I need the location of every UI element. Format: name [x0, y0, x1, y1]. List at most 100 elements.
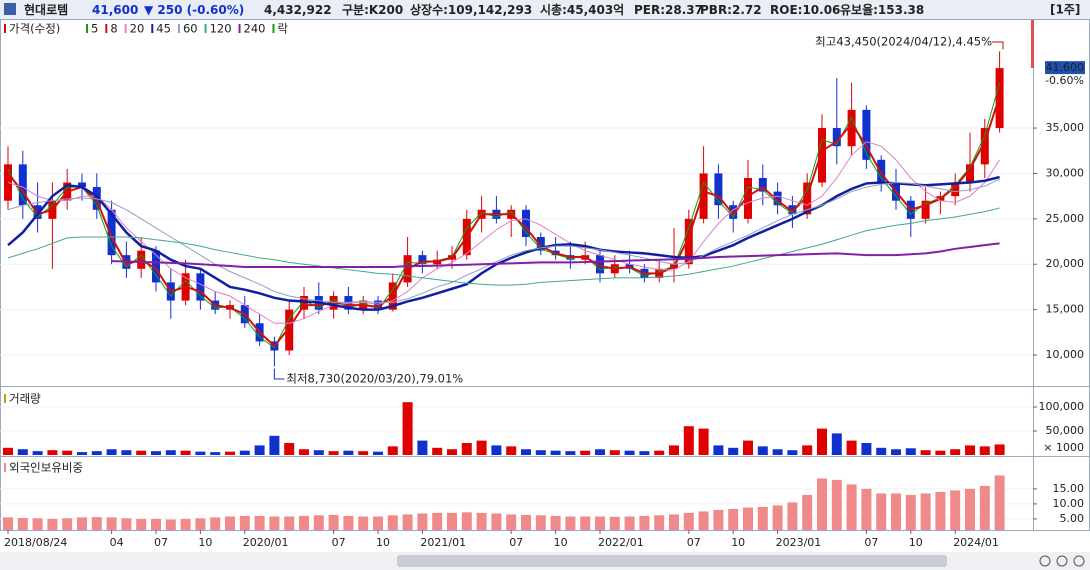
bar	[373, 516, 383, 530]
candle-body	[744, 177, 752, 219]
bar	[654, 515, 665, 530]
bar	[580, 516, 591, 530]
annotation: 최저8,730(2020/03/20),79.01%	[286, 372, 463, 386]
candle-body	[33, 205, 42, 219]
bar	[757, 506, 768, 530]
legend-label: 120	[210, 22, 232, 36]
legend-label: 가격(수정)	[9, 22, 60, 36]
bar	[743, 507, 753, 530]
x-tick-label: 10	[554, 536, 568, 549]
shares: 상장수:109,142,293	[410, 2, 532, 17]
bar	[728, 509, 739, 530]
bar	[728, 447, 739, 455]
bar	[876, 493, 887, 530]
menu-icon[interactable]	[4, 3, 16, 15]
candle-body	[818, 128, 826, 183]
bar	[772, 449, 783, 455]
bar	[91, 517, 102, 530]
candle-body	[980, 128, 989, 165]
annotation-arrow	[273, 368, 285, 380]
y-tick-label: 15,000	[1046, 303, 1085, 316]
y-tick-label: 50,000	[1046, 424, 1085, 437]
bar	[284, 443, 295, 455]
bar	[432, 447, 443, 455]
zoom-reset[interactable]	[1073, 555, 1085, 567]
bar	[979, 485, 990, 530]
bar	[3, 517, 13, 530]
current-change: -0.60%	[1045, 74, 1084, 87]
candle-body	[951, 182, 960, 197]
bar	[313, 450, 324, 455]
candle-body	[536, 237, 545, 251]
moving-average	[7, 141, 1001, 324]
bar	[550, 450, 561, 455]
candle-body	[877, 159, 886, 183]
bar	[106, 449, 117, 455]
bar	[210, 517, 221, 530]
bar	[343, 515, 354, 530]
bar	[979, 446, 990, 455]
change: ▼ 250 (-0.60%)	[144, 3, 244, 17]
candle-body	[758, 177, 767, 192]
y-tick-label: 10.00	[1053, 497, 1085, 510]
bar	[920, 493, 931, 530]
bar	[269, 435, 280, 455]
x-tick-label: 04	[110, 536, 124, 549]
bar	[506, 514, 517, 530]
bar	[994, 444, 1005, 455]
bar	[831, 479, 842, 530]
zoom-out[interactable]	[1039, 555, 1051, 567]
bar	[17, 449, 28, 455]
scroll-thumb[interactable]	[397, 555, 947, 567]
x-tick-label: 10	[376, 536, 390, 549]
bar	[624, 450, 635, 455]
bar	[165, 519, 176, 530]
bar	[698, 428, 709, 455]
panel-title: 거래량	[9, 392, 41, 406]
bar	[935, 491, 946, 530]
bar	[62, 450, 73, 455]
roe: ROE:10.06	[770, 3, 840, 17]
bar	[225, 516, 235, 530]
bar	[861, 443, 872, 455]
candle-body	[803, 182, 812, 215]
x-tick-label: 2018/08/24	[4, 536, 67, 549]
bar	[817, 428, 827, 455]
moving-average	[111, 242, 1000, 268]
x-tick-label: 07	[332, 536, 346, 549]
bar	[417, 440, 428, 455]
candle-body	[596, 255, 604, 274]
legend-label: 240	[244, 22, 266, 36]
bar	[136, 518, 147, 530]
bar	[3, 447, 13, 455]
y-tick-label: 20,000	[1046, 257, 1085, 270]
legend-label: 8	[110, 22, 117, 36]
bar	[609, 516, 620, 530]
legend-swatch	[204, 24, 207, 33]
legend-swatch	[272, 24, 275, 33]
bar	[447, 449, 457, 455]
current-price: 41,600	[1046, 61, 1085, 74]
bar	[387, 446, 398, 455]
bar	[905, 448, 916, 455]
bar	[47, 518, 58, 530]
bar	[373, 451, 383, 455]
scroll-indicator	[1031, 20, 1034, 68]
candle-body	[18, 164, 27, 206]
y-tick-label: 25,000	[1046, 212, 1085, 225]
bar	[210, 452, 221, 455]
bar	[920, 450, 931, 455]
candle-body	[196, 273, 205, 301]
bar	[239, 515, 250, 530]
candle-body	[522, 209, 530, 238]
bar	[950, 449, 961, 455]
bar	[254, 445, 265, 455]
bar	[639, 451, 650, 455]
zoom-in[interactable]	[1056, 555, 1068, 567]
bar	[328, 451, 339, 455]
bar	[772, 505, 783, 530]
x-tick-label: 2022/01	[598, 536, 644, 549]
cap: 시총:45,403억	[540, 2, 624, 17]
legend-swatch	[4, 24, 6, 33]
period[interactable]: [1주]	[1050, 3, 1080, 17]
